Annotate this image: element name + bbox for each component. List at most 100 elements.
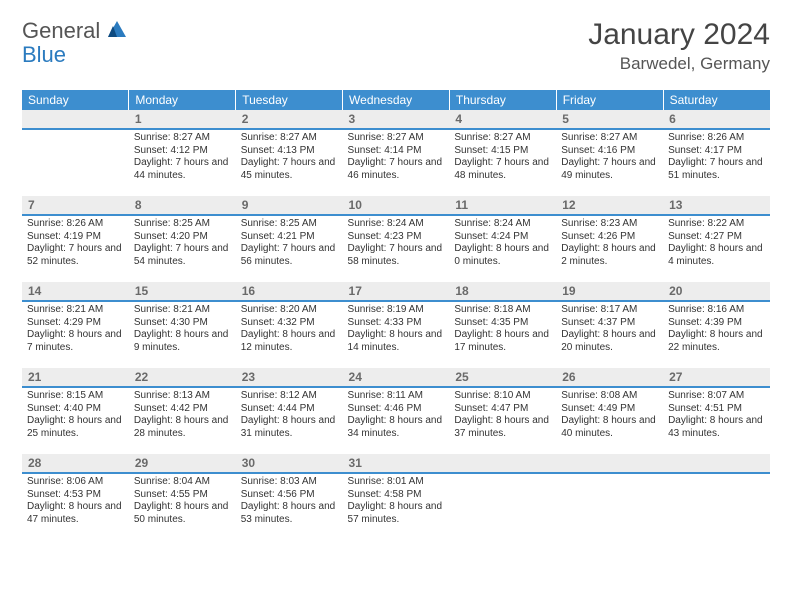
calendar-cell: 2Sunrise: 8:27 AMSunset: 4:13 PMDaylight… xyxy=(236,110,343,196)
title-block: January 2024 Barwedel, Germany xyxy=(588,18,770,74)
day-number: 10 xyxy=(343,196,450,216)
day-number: 21 xyxy=(22,368,129,388)
calendar-cell: 13Sunrise: 8:22 AMSunset: 4:27 PMDayligh… xyxy=(663,196,770,282)
day-content: Sunrise: 8:27 AMSunset: 4:15 PMDaylight:… xyxy=(449,130,556,186)
day-content: Sunrise: 8:06 AMSunset: 4:53 PMDaylight:… xyxy=(22,474,129,530)
calendar-head: SundayMondayTuesdayWednesdayThursdayFrid… xyxy=(22,90,770,110)
day-number: 6 xyxy=(663,110,770,130)
day-content: Sunrise: 8:03 AMSunset: 4:56 PMDaylight:… xyxy=(236,474,343,530)
day-content: Sunrise: 8:13 AMSunset: 4:42 PMDaylight:… xyxy=(129,388,236,444)
calendar-cell: 20Sunrise: 8:16 AMSunset: 4:39 PMDayligh… xyxy=(663,282,770,368)
day-number: 16 xyxy=(236,282,343,302)
day-number-empty xyxy=(22,110,129,130)
weekday-header: Sunday xyxy=(22,90,129,110)
weekday-header: Wednesday xyxy=(343,90,450,110)
day-number: 7 xyxy=(22,196,129,216)
day-number-empty xyxy=(556,454,663,474)
day-content: Sunrise: 8:21 AMSunset: 4:29 PMDaylight:… xyxy=(22,302,129,358)
calendar-body: 1Sunrise: 8:27 AMSunset: 4:12 PMDaylight… xyxy=(22,110,770,540)
day-content: Sunrise: 8:27 AMSunset: 4:16 PMDaylight:… xyxy=(556,130,663,186)
day-number: 4 xyxy=(449,110,556,130)
day-content: Sunrise: 8:21 AMSunset: 4:30 PMDaylight:… xyxy=(129,302,236,358)
day-number: 14 xyxy=(22,282,129,302)
calendar-cell: 22Sunrise: 8:13 AMSunset: 4:42 PMDayligh… xyxy=(129,368,236,454)
day-number: 24 xyxy=(343,368,450,388)
calendar-cell: 19Sunrise: 8:17 AMSunset: 4:37 PMDayligh… xyxy=(556,282,663,368)
day-number: 1 xyxy=(129,110,236,130)
day-number: 26 xyxy=(556,368,663,388)
day-number: 17 xyxy=(343,282,450,302)
day-content: Sunrise: 8:20 AMSunset: 4:32 PMDaylight:… xyxy=(236,302,343,358)
day-number: 8 xyxy=(129,196,236,216)
day-content: Sunrise: 8:19 AMSunset: 4:33 PMDaylight:… xyxy=(343,302,450,358)
day-content: Sunrise: 8:01 AMSunset: 4:58 PMDaylight:… xyxy=(343,474,450,530)
day-number: 2 xyxy=(236,110,343,130)
day-content: Sunrise: 8:24 AMSunset: 4:24 PMDaylight:… xyxy=(449,216,556,272)
day-number: 31 xyxy=(343,454,450,474)
calendar: SundayMondayTuesdayWednesdayThursdayFrid… xyxy=(22,90,770,540)
day-number: 19 xyxy=(556,282,663,302)
day-content: Sunrise: 8:16 AMSunset: 4:39 PMDaylight:… xyxy=(663,302,770,358)
calendar-cell: 17Sunrise: 8:19 AMSunset: 4:33 PMDayligh… xyxy=(343,282,450,368)
day-content: Sunrise: 8:27 AMSunset: 4:14 PMDaylight:… xyxy=(343,130,450,186)
calendar-cell: 24Sunrise: 8:11 AMSunset: 4:46 PMDayligh… xyxy=(343,368,450,454)
day-content: Sunrise: 8:27 AMSunset: 4:13 PMDaylight:… xyxy=(236,130,343,186)
calendar-cell: 8Sunrise: 8:25 AMSunset: 4:20 PMDaylight… xyxy=(129,196,236,282)
calendar-cell: 29Sunrise: 8:04 AMSunset: 4:55 PMDayligh… xyxy=(129,454,236,540)
calendar-cell: 4Sunrise: 8:27 AMSunset: 4:15 PMDaylight… xyxy=(449,110,556,196)
calendar-cell xyxy=(449,454,556,540)
calendar-cell: 5Sunrise: 8:27 AMSunset: 4:16 PMDaylight… xyxy=(556,110,663,196)
day-number: 22 xyxy=(129,368,236,388)
calendar-cell: 15Sunrise: 8:21 AMSunset: 4:30 PMDayligh… xyxy=(129,282,236,368)
day-number: 18 xyxy=(449,282,556,302)
calendar-cell: 21Sunrise: 8:15 AMSunset: 4:40 PMDayligh… xyxy=(22,368,129,454)
calendar-cell: 6Sunrise: 8:26 AMSunset: 4:17 PMDaylight… xyxy=(663,110,770,196)
day-content: Sunrise: 8:10 AMSunset: 4:47 PMDaylight:… xyxy=(449,388,556,444)
day-number-empty xyxy=(663,454,770,474)
day-number-empty xyxy=(449,454,556,474)
logo-text-general: General xyxy=(22,18,100,44)
day-content: Sunrise: 8:26 AMSunset: 4:19 PMDaylight:… xyxy=(22,216,129,272)
calendar-cell: 9Sunrise: 8:25 AMSunset: 4:21 PMDaylight… xyxy=(236,196,343,282)
calendar-cell: 3Sunrise: 8:27 AMSunset: 4:14 PMDaylight… xyxy=(343,110,450,196)
day-content: Sunrise: 8:23 AMSunset: 4:26 PMDaylight:… xyxy=(556,216,663,272)
day-content: Sunrise: 8:22 AMSunset: 4:27 PMDaylight:… xyxy=(663,216,770,272)
calendar-cell: 14Sunrise: 8:21 AMSunset: 4:29 PMDayligh… xyxy=(22,282,129,368)
day-number: 9 xyxy=(236,196,343,216)
calendar-cell: 26Sunrise: 8:08 AMSunset: 4:49 PMDayligh… xyxy=(556,368,663,454)
calendar-cell: 16Sunrise: 8:20 AMSunset: 4:32 PMDayligh… xyxy=(236,282,343,368)
day-number: 5 xyxy=(556,110,663,130)
logo-text-blue: Blue xyxy=(22,42,66,67)
day-number: 29 xyxy=(129,454,236,474)
day-number: 27 xyxy=(663,368,770,388)
day-content: Sunrise: 8:24 AMSunset: 4:23 PMDaylight:… xyxy=(343,216,450,272)
calendar-cell: 30Sunrise: 8:03 AMSunset: 4:56 PMDayligh… xyxy=(236,454,343,540)
day-content: Sunrise: 8:11 AMSunset: 4:46 PMDaylight:… xyxy=(343,388,450,444)
calendar-cell: 27Sunrise: 8:07 AMSunset: 4:51 PMDayligh… xyxy=(663,368,770,454)
day-content: Sunrise: 8:17 AMSunset: 4:37 PMDaylight:… xyxy=(556,302,663,358)
weekday-header: Monday xyxy=(129,90,236,110)
page-title: January 2024 xyxy=(588,18,770,52)
calendar-cell: 28Sunrise: 8:06 AMSunset: 4:53 PMDayligh… xyxy=(22,454,129,540)
calendar-cell: 1Sunrise: 8:27 AMSunset: 4:12 PMDaylight… xyxy=(129,110,236,196)
weekday-header: Thursday xyxy=(449,90,556,110)
day-content: Sunrise: 8:26 AMSunset: 4:17 PMDaylight:… xyxy=(663,130,770,186)
weekday-header: Saturday xyxy=(663,90,770,110)
location: Barwedel, Germany xyxy=(588,54,770,74)
calendar-cell xyxy=(556,454,663,540)
day-content: Sunrise: 8:18 AMSunset: 4:35 PMDaylight:… xyxy=(449,302,556,358)
calendar-cell: 7Sunrise: 8:26 AMSunset: 4:19 PMDaylight… xyxy=(22,196,129,282)
day-content: Sunrise: 8:15 AMSunset: 4:40 PMDaylight:… xyxy=(22,388,129,444)
weekday-header: Friday xyxy=(556,90,663,110)
day-number: 15 xyxy=(129,282,236,302)
header: General January 2024 Barwedel, Germany xyxy=(22,18,770,74)
logo-sail-icon xyxy=(106,19,128,44)
day-content: Sunrise: 8:25 AMSunset: 4:20 PMDaylight:… xyxy=(129,216,236,272)
day-number: 28 xyxy=(22,454,129,474)
weekday-header: Tuesday xyxy=(236,90,343,110)
day-number: 11 xyxy=(449,196,556,216)
day-content: Sunrise: 8:08 AMSunset: 4:49 PMDaylight:… xyxy=(556,388,663,444)
calendar-cell: 18Sunrise: 8:18 AMSunset: 4:35 PMDayligh… xyxy=(449,282,556,368)
day-content: Sunrise: 8:12 AMSunset: 4:44 PMDaylight:… xyxy=(236,388,343,444)
day-number: 23 xyxy=(236,368,343,388)
